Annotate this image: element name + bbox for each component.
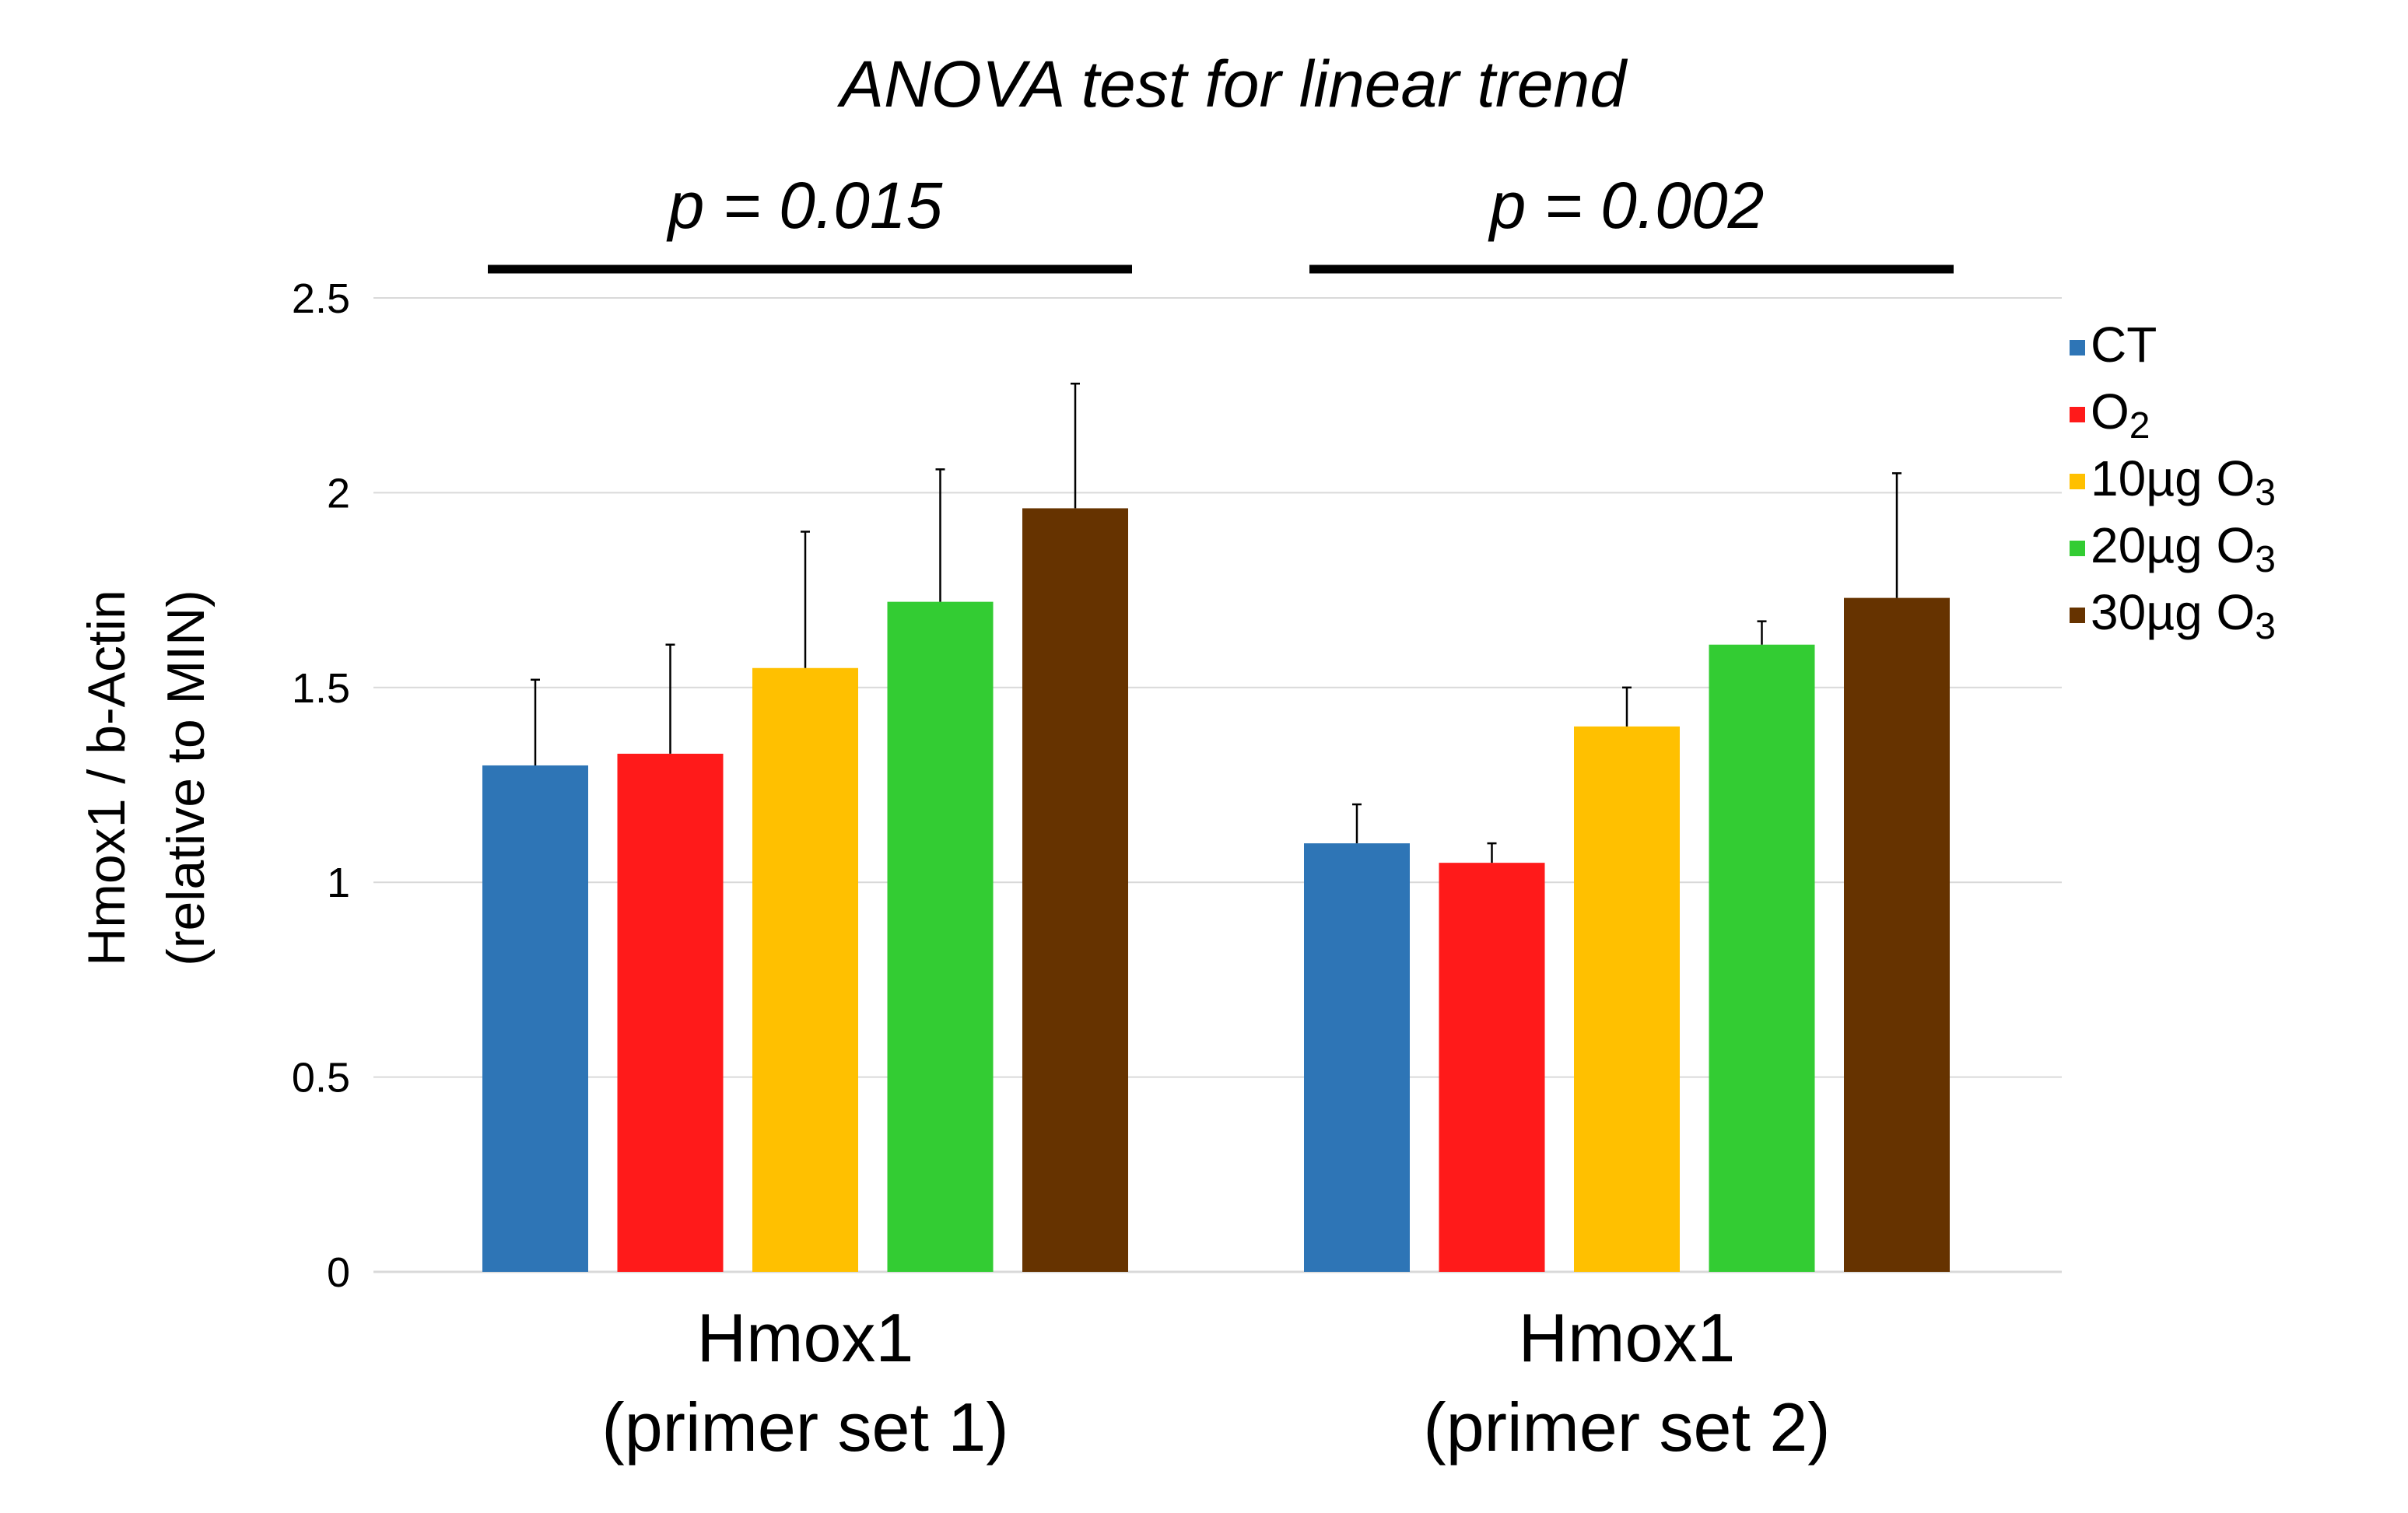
- y-axis-label-line2: (relative to MIN): [156, 590, 216, 966]
- y-tick-label: 0.5: [292, 1055, 350, 1101]
- bar-o2-cat2: [1439, 863, 1545, 1272]
- error-bars: [531, 382, 1902, 863]
- category-label-line2: (primer set 1): [601, 1389, 1008, 1466]
- y-tick-label: 0: [327, 1249, 350, 1296]
- bar-30-g-o3-cat1: [1022, 508, 1128, 1272]
- category-label-line1: Hmox1: [697, 1299, 914, 1376]
- bar-ct-cat1: [482, 765, 588, 1272]
- legend-label: 10µg O3: [2091, 450, 2276, 513]
- legend-swatch: [2070, 608, 2085, 623]
- legend-label: O2: [2091, 384, 2150, 447]
- y-tick-label: 1: [327, 860, 350, 906]
- x-axis-categories: Hmox1 (primer set 1) Hmox1 (primer set 2): [601, 1299, 1830, 1466]
- bar-10-g-o3-cat1: [752, 667, 858, 1272]
- bar-10-g-o3-cat2: [1574, 726, 1680, 1272]
- legend-label: 20µg O3: [2091, 517, 2276, 580]
- legend-label: 30µg O3: [2091, 584, 2276, 647]
- chart-title: ANOVA test for linear trend: [836, 47, 1628, 121]
- legend-label: CT: [2091, 317, 2157, 373]
- bar-ct-cat2: [1304, 843, 1410, 1272]
- bar-20-g-o3-cat1: [887, 601, 994, 1272]
- bar-20-g-o3-cat2: [1709, 644, 1815, 1272]
- y-axis-label-line1: Hmox1 / b-Actin: [77, 590, 136, 966]
- legend-swatch: [2070, 340, 2085, 355]
- y-tick-label: 2.5: [292, 275, 350, 322]
- legend-swatch: [2070, 541, 2085, 556]
- bar-30-g-o3-cat2: [1844, 597, 1950, 1272]
- legend-swatch: [2070, 407, 2085, 422]
- y-tick-label: 2: [327, 470, 350, 517]
- p-value-label: p = 0.002: [1488, 169, 1765, 242]
- y-axis-ticks: 0 0.5 1 1.5 2 2.5: [292, 275, 350, 1296]
- category-label-line1: Hmox1: [1519, 1299, 1736, 1376]
- y-tick-label: 1.5: [292, 665, 350, 712]
- legend-swatch: [2070, 474, 2085, 489]
- bars: [482, 508, 1950, 1272]
- significance-annotations: p = 0.015 p = 0.002: [488, 169, 1954, 274]
- bar-o2-cat1: [617, 753, 724, 1272]
- category-label-line2: (primer set 2): [1423, 1389, 1830, 1466]
- p-value-label: p = 0.015: [666, 169, 943, 242]
